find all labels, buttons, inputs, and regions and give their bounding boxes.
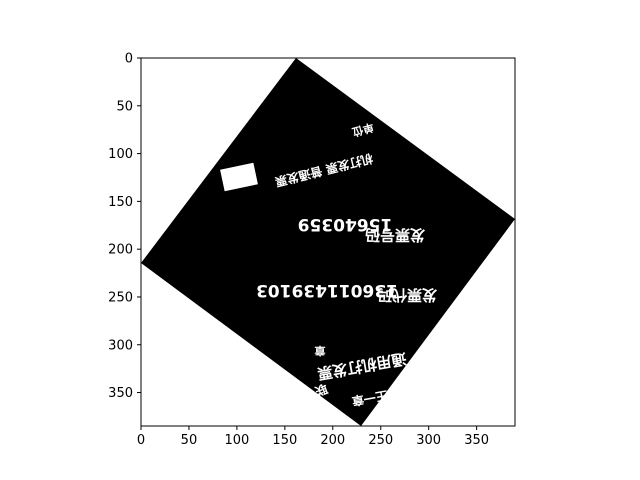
x-tick-label: 150 [272,433,297,448]
x-tick-label: 300 [416,433,441,448]
text-line-unit: 单位 [351,120,376,139]
x-tick-label: 0 [137,433,145,448]
white-patch [220,162,258,192]
x-tick-label: 250 [368,433,393,448]
text-line-code-label: 发票代码 [377,286,438,304]
y-tick-label: 350 [108,386,133,401]
y-tick-label: 0 [125,52,133,67]
text-line-copy: 联 [313,381,329,398]
x-tick-label: 350 [464,433,489,448]
y-tick-label: 50 [116,99,133,114]
text-line-number: 15640359 [298,214,393,234]
invoice-card [141,58,515,426]
y-axis: 0 50 100 150 200 250 300 350 [108,52,141,401]
text-line-seal: 章 [315,344,326,358]
text-line-stamp: 王一章 [351,388,389,409]
x-tick-label: 100 [224,433,249,448]
text-line-number-label: 发票号码 [365,226,426,244]
x-tick-label: 200 [320,433,345,448]
y-tick-label: 300 [108,338,133,353]
text-line-code: 136011439103 [256,280,398,300]
x-tick-label: 50 [181,433,198,448]
y-tick-label: 150 [108,195,133,210]
axes-frame [140,57,516,427]
x-axis: 0 50 100 150 200 250 300 350 [137,426,489,448]
y-tick-label: 200 [108,243,133,258]
y-tick-label: 100 [108,147,133,162]
y-tick-label: 250 [108,290,133,305]
